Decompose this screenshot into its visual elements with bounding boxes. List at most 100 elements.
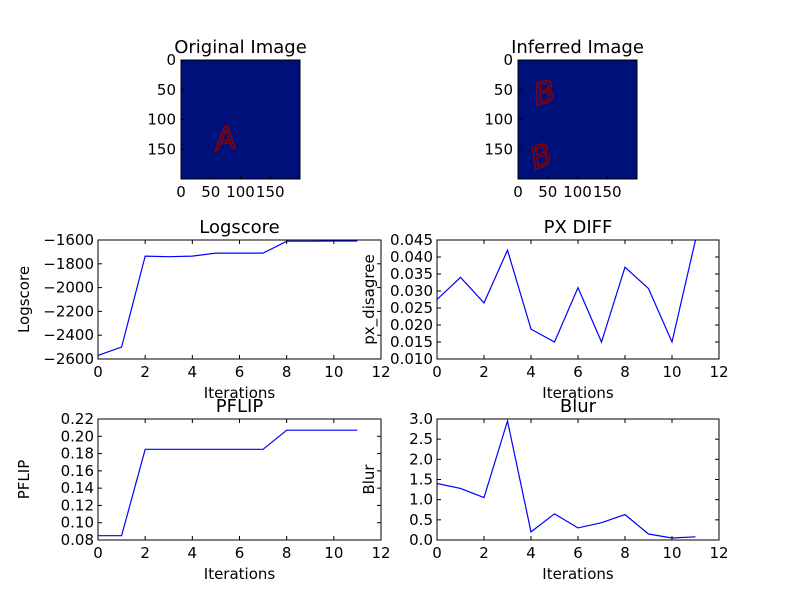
chart-6-ytick-label-4: 1.5 <box>409 471 433 489</box>
chart-3-xtick-label-3: 4 <box>188 363 198 381</box>
chart-2-ytick-label-1: 0 <box>503 51 513 69</box>
chart-4-plot-area <box>437 240 719 359</box>
chart-6-xlabel: Iterations <box>542 565 614 583</box>
chart-3-xlabel: Iterations <box>204 384 276 402</box>
chart-3-ytick-label-6: −1600 <box>43 231 94 249</box>
chart-6-xtick-label-1: 0 <box>432 544 442 562</box>
chart-4-ytick-label-4: 0.025 <box>390 299 433 317</box>
chart-1-xtick-label-3: 100 <box>226 183 255 201</box>
chart-3-xtick-label-7: 12 <box>371 363 390 381</box>
chart-3-xtick-label-6: 10 <box>324 363 343 381</box>
chart-5-frame <box>97 418 382 541</box>
chart-5-ytick-label-6: 0.18 <box>61 445 94 463</box>
chart-3-ytick-label-1: −2600 <box>43 350 94 368</box>
chart-6-title: Blur <box>560 396 597 417</box>
chart-6-ytick-label-5: 2.0 <box>409 450 433 468</box>
chart-2-ytick-label-3: 100 <box>484 111 513 129</box>
chart-2-xtick-label-1: 0 <box>513 183 523 201</box>
chart-2-ytick-label-4: 150 <box>484 140 513 158</box>
chart-6-frame <box>436 418 720 541</box>
chart-5-series-line <box>98 429 358 537</box>
chart-1-ytick-label-4: 150 <box>147 140 176 158</box>
chart-4-xlabel: Iterations <box>542 384 614 402</box>
chart-2-title: Inferred Image <box>511 37 644 58</box>
chart-5-ytick-label-4: 0.14 <box>61 479 94 497</box>
chart-6-xtick-label-7: 12 <box>709 544 728 562</box>
chart-1-xtick-label-4: 150 <box>256 183 285 201</box>
chart-4-ytick-label-1: 0.010 <box>390 350 433 368</box>
chart-1-ytick-label-1: 0 <box>166 51 176 69</box>
chart-3-series-line <box>97 240 358 356</box>
chart-3-plot-area <box>98 240 381 359</box>
chart-1-ytick-label-3: 100 <box>147 111 176 129</box>
chart-4-ytick-label-8: 0.045 <box>390 231 433 249</box>
chart-6-ytick-label-2: 0.5 <box>409 511 433 529</box>
chart-3-title: Logscore <box>199 217 280 238</box>
chart-5-xtick-label-4: 6 <box>235 544 245 562</box>
chart-1-ytick-label-2: 50 <box>157 81 176 99</box>
chart-3-ylabel: Logscore <box>15 266 33 333</box>
chart-3-xtick-label-2: 2 <box>140 363 150 381</box>
chart-4-xtick-label-5: 8 <box>620 363 630 381</box>
chart-3-xtick-label-5: 8 <box>282 363 292 381</box>
chart-3-frame <box>97 239 382 360</box>
chart-5-ytick-label-2: 0.10 <box>61 514 94 532</box>
chart-2-xtick-label-3: 100 <box>563 183 592 201</box>
chart-5-xtick-label-5: 8 <box>282 544 292 562</box>
chart-1-title: Original Image <box>174 37 307 58</box>
chart-4-frame <box>436 239 720 360</box>
chart-3-ytick-label-5: −1800 <box>43 255 94 273</box>
chart-5-ytick-label-1: 0.08 <box>61 531 94 549</box>
chart-3-xtick-label-4: 6 <box>235 363 245 381</box>
chart-5-ytick-label-3: 0.12 <box>61 496 94 514</box>
chart-4-xtick-label-4: 6 <box>573 363 583 381</box>
chart-6-ylabel: Blur <box>360 464 378 495</box>
chart-1-image-area <box>181 60 300 179</box>
chart-2-ytick-label-2: 50 <box>494 81 513 99</box>
chart-6-ytick-label-6: 2.5 <box>409 430 433 448</box>
chart-3-ytick-label-2: −2400 <box>43 326 94 344</box>
chart-4-xtick-label-3: 4 <box>526 363 536 381</box>
chart-6-ytick-label-7: 3.0 <box>409 410 433 428</box>
chart-1-xtick-label-2: 50 <box>201 183 220 201</box>
chart-6-xtick-label-3: 4 <box>526 544 536 562</box>
chart-4-series-line <box>436 239 697 344</box>
chart-5-ylabel: PFLIP <box>15 460 33 500</box>
chart-4-ytick-label-3: 0.020 <box>390 316 433 334</box>
chart-6-ytick-label-3: 1.0 <box>409 491 433 509</box>
chart-3-xtick-label-1: 0 <box>93 363 103 381</box>
chart-5-xtick-label-2: 2 <box>140 544 150 562</box>
chart-4-xtick-label-2: 2 <box>479 363 489 381</box>
chart-4-xtick-label-6: 10 <box>662 363 681 381</box>
chart-5-xtick-label-7: 12 <box>371 544 390 562</box>
chart-2-frame <box>517 59 638 180</box>
chart-3-ytick-label-3: −2200 <box>43 302 94 320</box>
chart-4-ytick-label-2: 0.015 <box>390 333 433 351</box>
chart-5-xlabel: Iterations <box>204 565 276 583</box>
chart-5-ytick-label-8: 0.22 <box>61 410 94 428</box>
chart-4-xtick-label-1: 0 <box>432 363 442 381</box>
chart-4-title: PX DIFF <box>544 217 613 238</box>
chart-6-series-line <box>436 418 696 539</box>
chart-5-title: PFLIP <box>216 396 264 417</box>
chart-6-xtick-label-4: 6 <box>573 544 583 562</box>
chart-6-xtick-label-2: 2 <box>479 544 489 562</box>
chart-4-xtick-label-7: 12 <box>709 363 728 381</box>
chart-6-xtick-label-6: 10 <box>662 544 681 562</box>
chart-5-plot-area <box>98 419 381 540</box>
chart-5-xtick-label-1: 0 <box>93 544 103 562</box>
chart-5-ytick-label-7: 0.20 <box>61 427 94 445</box>
chart-4-ytick-label-6: 0.035 <box>390 265 433 283</box>
chart-1-xtick-label-1: 0 <box>176 183 186 201</box>
chart-5-xtick-label-6: 10 <box>324 544 343 562</box>
chart-4-ytick-label-7: 0.040 <box>390 248 433 266</box>
chart-5-ytick-label-5: 0.16 <box>61 462 94 480</box>
chart-4-ytick-label-5: 0.030 <box>390 282 433 300</box>
chart-4-ylabel: px_disagree <box>360 254 379 344</box>
chart-2-xtick-label-4: 150 <box>593 183 622 201</box>
chart-1-frame <box>180 59 301 180</box>
chart-3-ytick-label-4: −2000 <box>43 279 94 297</box>
chart-6-xtick-label-5: 8 <box>620 544 630 562</box>
chart-2-xtick-label-2: 50 <box>538 183 557 201</box>
